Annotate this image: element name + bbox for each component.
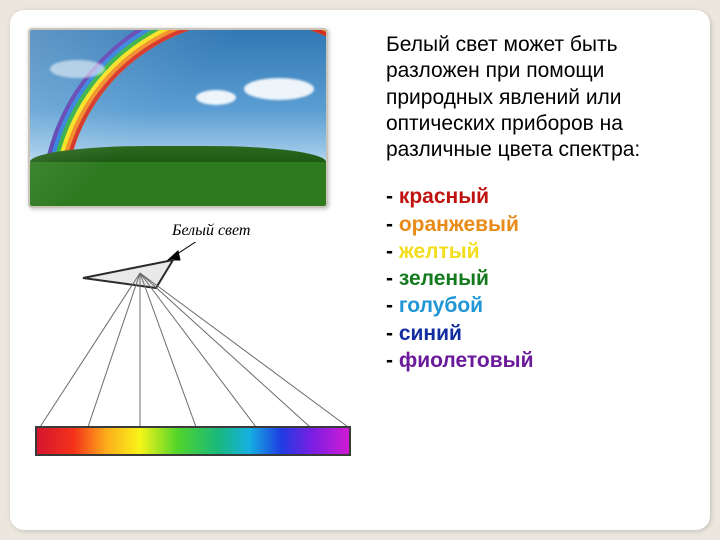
rainbow-photograph: [28, 28, 328, 208]
color-name: желтый: [399, 240, 480, 263]
right-column: Белый свет может быть разложен при помощ…: [386, 28, 692, 512]
color-name: зеленый: [399, 267, 489, 290]
slide-card: Белый свет Белый свет может быть разл: [10, 10, 710, 530]
dispersion-rays: [40, 273, 348, 427]
prism-diagram: Белый свет: [28, 222, 358, 482]
list-dash: -: [386, 294, 399, 317]
color-name: синий: [399, 322, 462, 345]
spectrum-item: - голубой: [386, 292, 692, 319]
list-dash: -: [386, 349, 399, 372]
list-dash: -: [386, 267, 399, 290]
color-name: оранжевый: [399, 213, 519, 236]
spectrum-bar: [36, 427, 350, 455]
left-column: Белый свет: [28, 28, 358, 512]
list-dash: -: [386, 213, 399, 236]
color-name: фиолетовый: [399, 349, 534, 372]
list-dash: -: [386, 322, 399, 345]
color-name: голубой: [399, 294, 483, 317]
incoming-arrow: [168, 242, 203, 260]
spectrum-item: - оранжевый: [386, 211, 692, 238]
spectrum-item: - красный: [386, 183, 692, 210]
spectrum-item: - зеленый: [386, 265, 692, 292]
prism-label: Белый свет: [172, 222, 250, 240]
spectrum-item: - желтый: [386, 238, 692, 265]
spectrum-item: - синий: [386, 320, 692, 347]
color-name: красный: [399, 185, 489, 208]
spectrum-item: - фиолетовый: [386, 347, 692, 374]
description-text: Белый свет может быть разложен при помощ…: [386, 32, 692, 163]
spectrum-color-list: - красный- оранжевый- желтый- зеленый- г…: [386, 183, 692, 374]
list-dash: -: [386, 185, 399, 208]
gloss-overlay: [30, 30, 326, 206]
list-dash: -: [386, 240, 399, 263]
prism-svg: [28, 242, 358, 482]
prism-shape: [83, 260, 173, 288]
